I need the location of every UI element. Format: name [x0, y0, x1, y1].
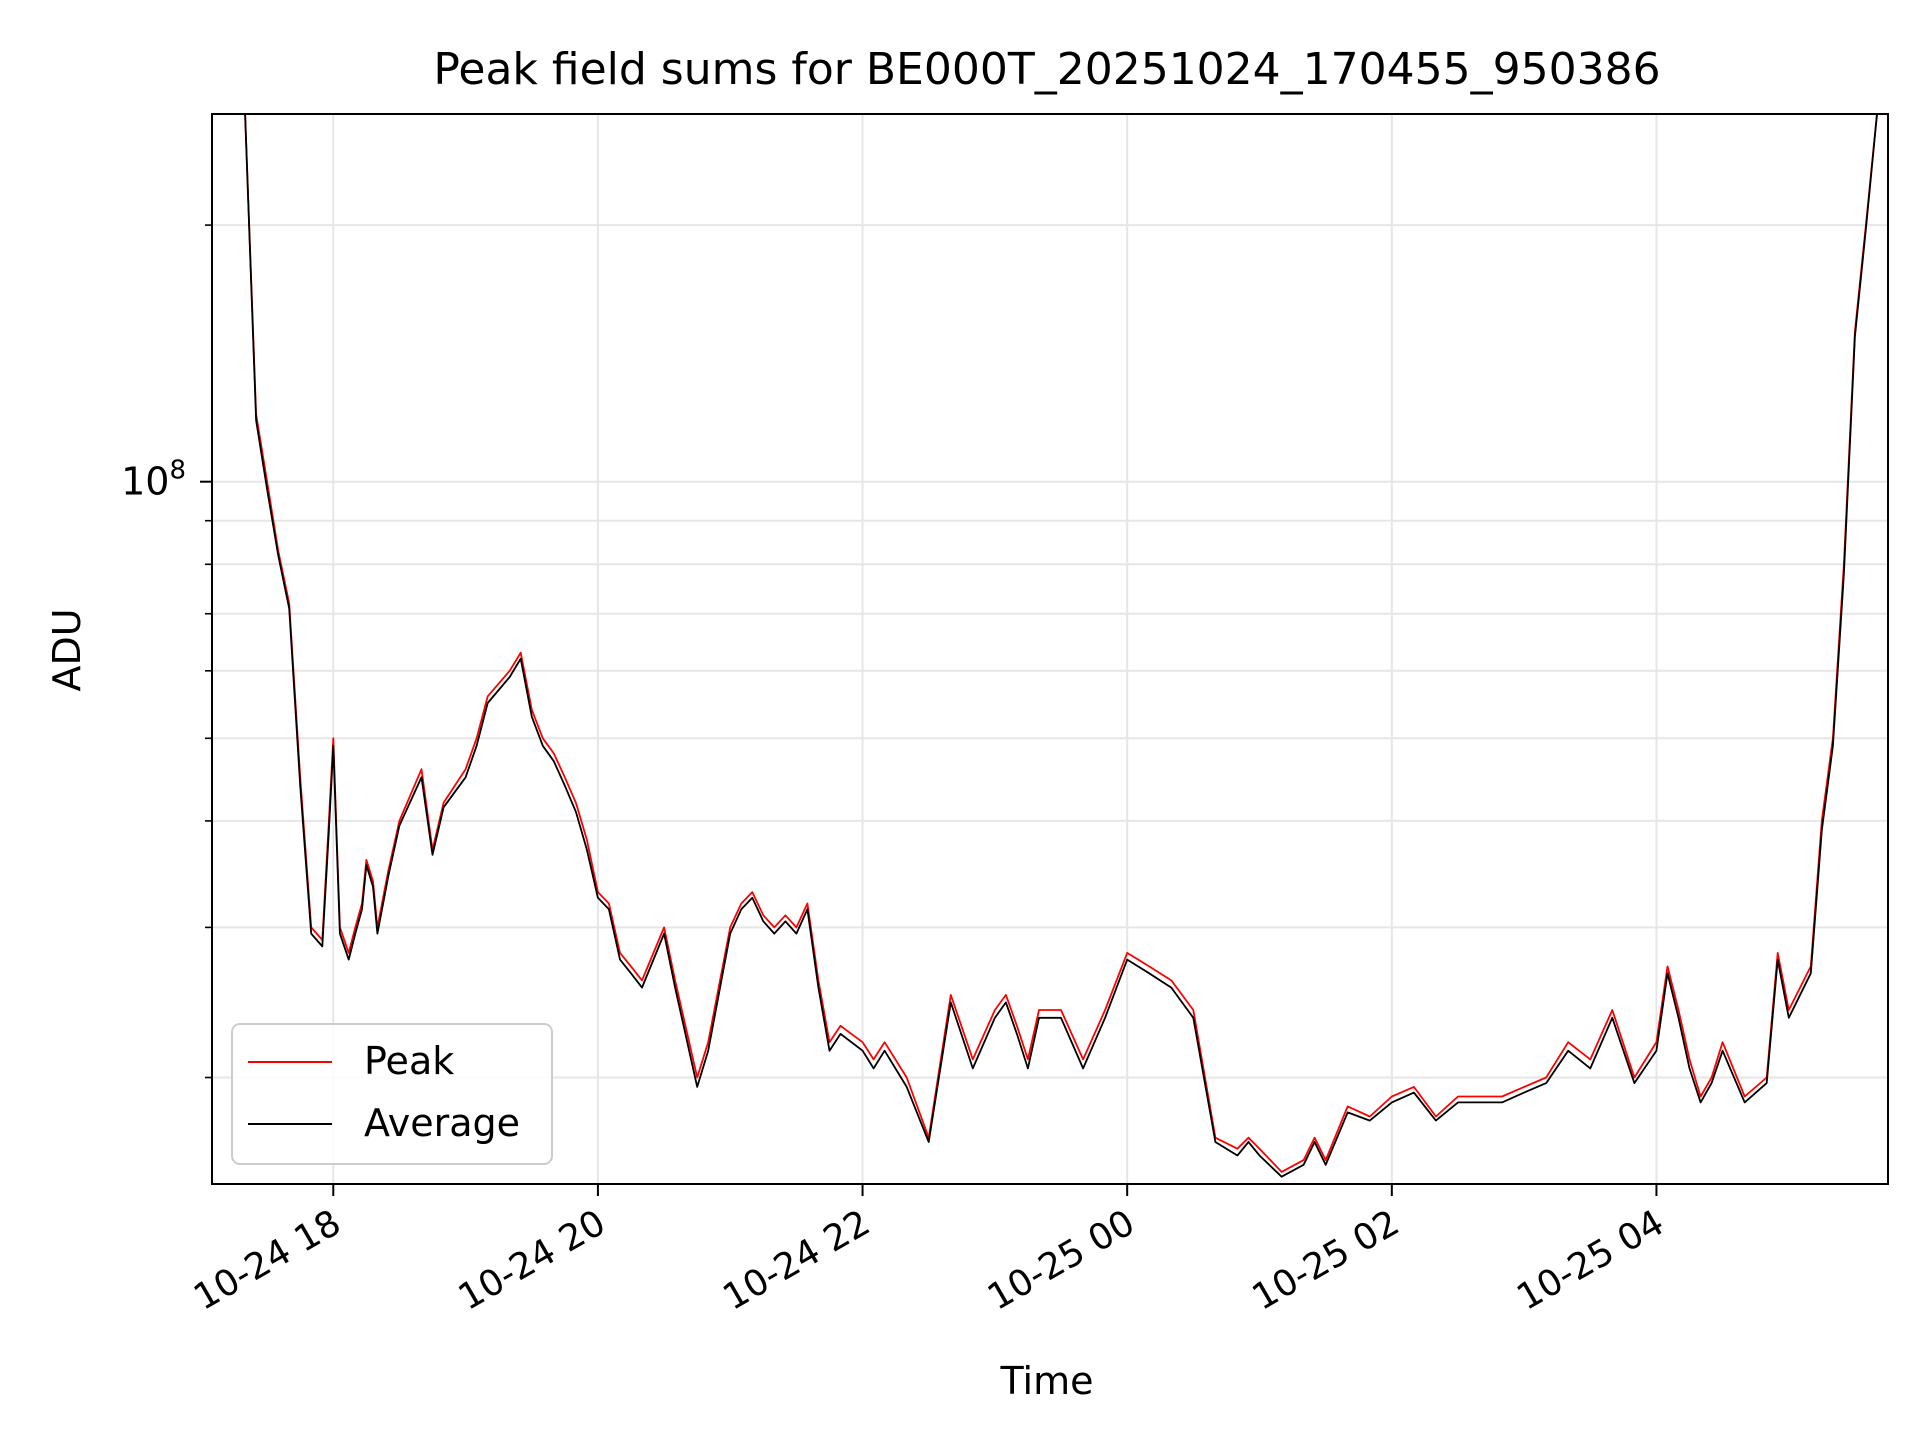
y-tick-label: 108 — [121, 456, 186, 504]
chart-title: Peak field sums for BE000T_20251024_1704… — [433, 44, 1660, 95]
legend: Peak Average — [231, 1023, 553, 1165]
y-axis-label: ADU — [45, 608, 89, 691]
series-line-average — [212, 114, 1888, 1178]
grid — [212, 114, 1888, 1184]
axes-frame — [211, 113, 1889, 1185]
series-line-peak — [212, 114, 1888, 1173]
plot-series — [212, 114, 1888, 1178]
legend-box — [231, 1023, 553, 1165]
legend-label-peak: Peak — [364, 1039, 454, 1083]
x-axis-label: Time — [1000, 1359, 1094, 1403]
legend-label-average: Average — [364, 1101, 520, 1145]
y-axis-ticks: 108 — [121, 224, 212, 1079]
